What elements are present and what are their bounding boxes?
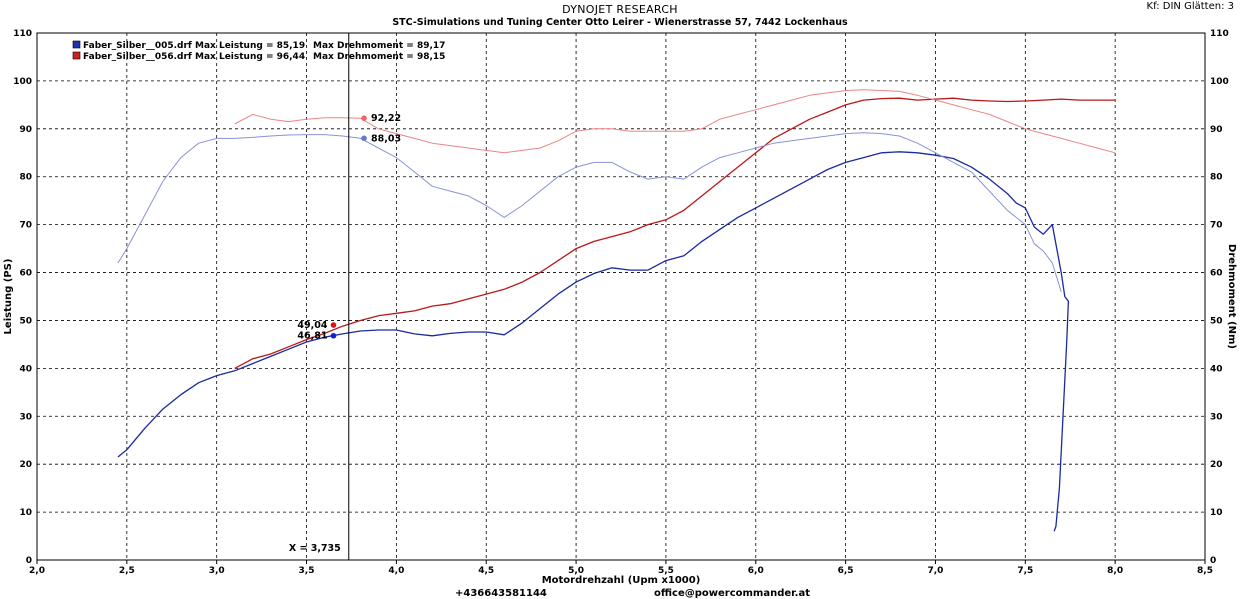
- legend-max-leistung: Max Leistung = 85,19: [195, 41, 305, 51]
- chart-subtitle: STC-Simulations und Tuning Center Otto L…: [392, 17, 848, 28]
- series-line-torque-005: [117, 132, 1062, 292]
- marker-dot: [361, 115, 367, 121]
- legend-max-leistung: Max Leistung = 96,44: [195, 52, 305, 62]
- legend-max-drehmoment: Max Drehmoment = 98,15: [313, 52, 445, 62]
- correction-settings: Kf: DIN Glätten: 3: [1146, 1, 1234, 12]
- y-right-tick-label: 10: [1210, 508, 1223, 518]
- marker-label: 46,81: [297, 331, 327, 342]
- legend-swatch: [72, 40, 81, 49]
- y-left-tick-label: 100: [13, 77, 32, 87]
- x-tick-label: 7,5: [1017, 566, 1033, 576]
- y-right-axis-label: Drehmoment (Nm): [1226, 244, 1237, 349]
- y-right-tick-label: 0: [1210, 556, 1216, 566]
- y-right-tick-label: 30: [1210, 412, 1223, 422]
- x-axis-label: Motordrehzahl (Upm x1000): [542, 575, 701, 586]
- plot-frame: [36, 32, 1206, 561]
- legend-file: Faber_Silber__005.drf: [83, 41, 192, 51]
- legend-swatch: [72, 51, 81, 60]
- y-left-tick-label: 0: [26, 556, 32, 566]
- y-left-tick-label: 60: [19, 269, 32, 279]
- marker-dot: [330, 322, 337, 328]
- x-tick-label: 5,0: [568, 566, 584, 576]
- y-right-tick-label: 50: [1210, 316, 1223, 326]
- y-right-tick-label: 70: [1210, 221, 1223, 231]
- x-tick-label: 4,5: [478, 566, 494, 576]
- marker-label: 92,22: [371, 113, 401, 124]
- series-line-power-056: [234, 97, 1116, 369]
- legend-max-drehmoment: Max Drehmoment = 89,17: [313, 41, 445, 51]
- marker-dot: [330, 332, 337, 339]
- x-tick-label: 7,0: [927, 566, 943, 576]
- series-line-torque-056: [234, 89, 1116, 154]
- chart-title: DYNOJET RESEARCH: [562, 3, 678, 16]
- footer-email[interactable]: office@powercommander.at: [654, 588, 810, 599]
- y-right-tick-label: 90: [1210, 125, 1223, 135]
- y-left-tick-label: 30: [19, 412, 32, 422]
- y-right-tick-label: 110: [1210, 29, 1229, 39]
- y-left-tick-label: 50: [19, 316, 32, 326]
- x-tick-label: 5,5: [658, 566, 674, 576]
- y-left-tick-label: 80: [19, 173, 32, 183]
- y-left-tick-label: 10: [19, 508, 32, 518]
- y-right-tick-label: 40: [1210, 364, 1223, 374]
- x-tick-label: 6,5: [838, 566, 854, 576]
- x-tick-label: 3,0: [209, 566, 225, 576]
- y-left-tick-label: 70: [19, 221, 32, 231]
- y-right-tick-label: 100: [1210, 77, 1229, 87]
- y-left-tick-label: 40: [19, 364, 32, 374]
- y-left-tick-label: 20: [19, 460, 32, 470]
- y-left-tick-label: 110: [13, 29, 32, 39]
- legend-file: Faber_Silber__056.drf: [83, 52, 192, 62]
- y-right-tick-label: 60: [1210, 269, 1223, 279]
- y-right-tick-label: 20: [1210, 460, 1223, 470]
- x-tick-label: 6,0: [748, 566, 764, 576]
- x-tick-label: 4,0: [388, 566, 404, 576]
- x-tick-label: 3,5: [299, 566, 315, 576]
- series-line-power-005: [117, 151, 1070, 532]
- y-left-axis-label: Leistung (PS): [3, 259, 14, 335]
- y-left-tick-label: 90: [19, 125, 32, 135]
- cursor-label: X = 3,735: [289, 543, 341, 554]
- x-tick-label: 8,5: [1197, 566, 1213, 576]
- marker-label: 88,03: [371, 133, 401, 144]
- y-right-tick-label: 80: [1210, 173, 1223, 183]
- footer-phone: +436643581144: [455, 588, 547, 599]
- x-tick-label: 8,0: [1107, 566, 1123, 576]
- x-tick-label: 2,0: [29, 566, 45, 576]
- x-tick-label: 2,5: [119, 566, 135, 576]
- marker-dot: [361, 135, 367, 142]
- marker-label: 49,04: [297, 320, 327, 331]
